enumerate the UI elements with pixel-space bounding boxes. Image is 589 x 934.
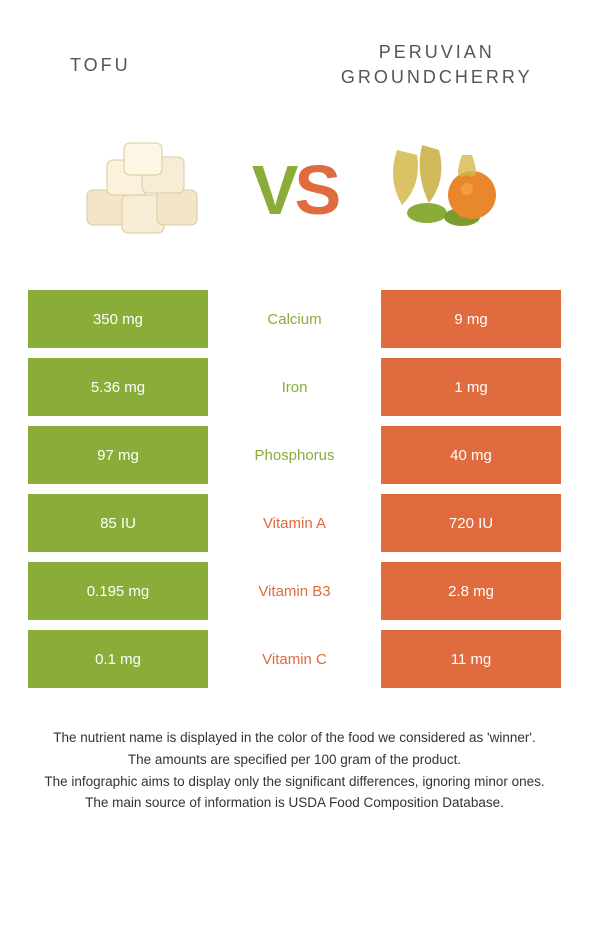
nutrient-name: Phosphorus [208,426,381,484]
footer-line-2: The amounts are specified per 100 gram o… [20,750,569,770]
food-right-title: Peruvian groundcherry [315,40,560,90]
food-right-title-line1: Peruvian [315,40,560,65]
left-value: 0.195 mg [28,562,208,620]
tofu-image [72,130,222,250]
nutrient-name: Calcium [208,290,381,348]
nutrient-table: 350 mgCalcium9 mg 5.36 mgIron1 mg 97 mgPho… [0,290,589,688]
nutrient-name: Vitamin C [208,630,381,688]
vs-s-letter: S [295,151,338,229]
food-left-title: Tofu [30,55,315,76]
vs-label: VS [252,150,337,230]
nutrient-name: Iron [208,358,381,416]
nutrient-name: Vitamin A [208,494,381,552]
right-value: 40 mg [381,426,561,484]
right-value: 1 mg [381,358,561,416]
left-value: 0.1 mg [28,630,208,688]
footer-line-3: The infographic aims to display only the… [20,772,569,792]
header: Tofu Peruvian groundcherry [0,0,589,110]
vs-row: VS [0,110,589,290]
table-row: 350 mgCalcium9 mg [28,290,561,348]
right-value: 2.8 mg [381,562,561,620]
left-value: 5.36 mg [28,358,208,416]
nutrient-name: Vitamin B3 [208,562,381,620]
groundcherry-image [367,130,517,250]
footer-line-1: The nutrient name is displayed in the co… [20,728,569,748]
left-value: 350 mg [28,290,208,348]
right-value: 11 mg [381,630,561,688]
left-value: 97 mg [28,426,208,484]
footer-notes: The nutrient name is displayed in the co… [0,698,589,812]
vs-v-letter: V [252,151,295,229]
table-row: 0.195 mgVitamin B32.8 mg [28,562,561,620]
food-right-title-line2: groundcherry [315,65,560,90]
table-row: 85 IUVitamin A720 IU [28,494,561,552]
footer-line-4: The main source of information is USDA F… [20,793,569,813]
table-row: 0.1 mgVitamin C11 mg [28,630,561,688]
right-value: 9 mg [381,290,561,348]
left-value: 85 IU [28,494,208,552]
right-value: 720 IU [381,494,561,552]
table-row: 5.36 mgIron1 mg [28,358,561,416]
table-row: 97 mgPhosphorus40 mg [28,426,561,484]
